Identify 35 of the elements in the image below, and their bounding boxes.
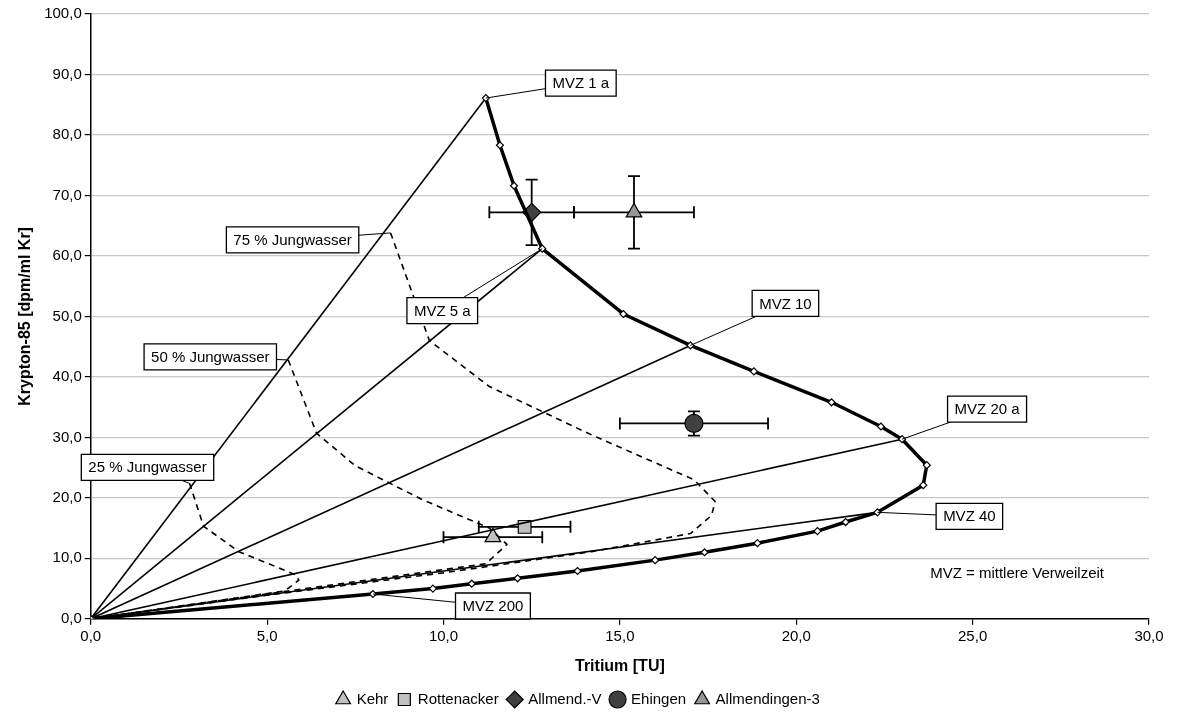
annotation: 50 % Jungwasser	[151, 348, 270, 366]
y-tick-label: 60,0	[52, 246, 82, 264]
y-tick-label: 30,0	[52, 427, 82, 445]
x-tick-label: 30,0	[1134, 626, 1164, 644]
x-axis-title: Tritium [TU]	[574, 656, 665, 674]
legend-label: Ehingen	[631, 689, 687, 707]
x-tick-label: 25,0	[958, 626, 988, 644]
y-tick-label: 100,0	[44, 4, 82, 22]
x-tick-label: 10,0	[428, 626, 459, 644]
annotation: MVZ 20 a	[954, 400, 1021, 418]
legend-label: Allmendingen-3	[715, 689, 820, 707]
x-tick-label: 5,0	[256, 626, 278, 644]
legend-label: Rottenacker	[417, 689, 499, 707]
y-tick-label: 90,0	[52, 64, 82, 82]
y-tick-label: 0,0	[60, 608, 82, 626]
y-tick-label: 40,0	[52, 367, 82, 385]
y-tick-label: 70,0	[52, 185, 82, 203]
annotation: MVZ 5 a	[413, 301, 472, 319]
annotation: MVZ 40	[943, 507, 996, 525]
annotation: MVZ 1 a	[552, 74, 610, 92]
x-tick-label: 0,0	[80, 626, 102, 644]
y-tick-label: 10,0	[52, 548, 82, 566]
y-tick-label: 80,0	[52, 125, 82, 143]
annotation: MVZ 10	[759, 294, 812, 312]
annotation: 75 % Jungwasser	[233, 231, 352, 249]
legend-label: Kehr	[356, 689, 389, 707]
legend-label: Allmend.-V	[528, 689, 602, 707]
x-tick-label: 20,0	[781, 626, 811, 644]
x-tick-label: 15,0	[605, 626, 635, 644]
y-tick-label: 20,0	[52, 487, 82, 505]
y-axis-title: Krypton-85 [dpm/ml Kr]	[16, 227, 34, 406]
y-tick-label: 50,0	[52, 306, 82, 324]
annotation: 25 % Jungwasser	[88, 458, 207, 476]
annotation: MVZ 200	[462, 597, 524, 615]
annotation: MVZ = mittlere Verweilzeit	[930, 563, 1105, 581]
